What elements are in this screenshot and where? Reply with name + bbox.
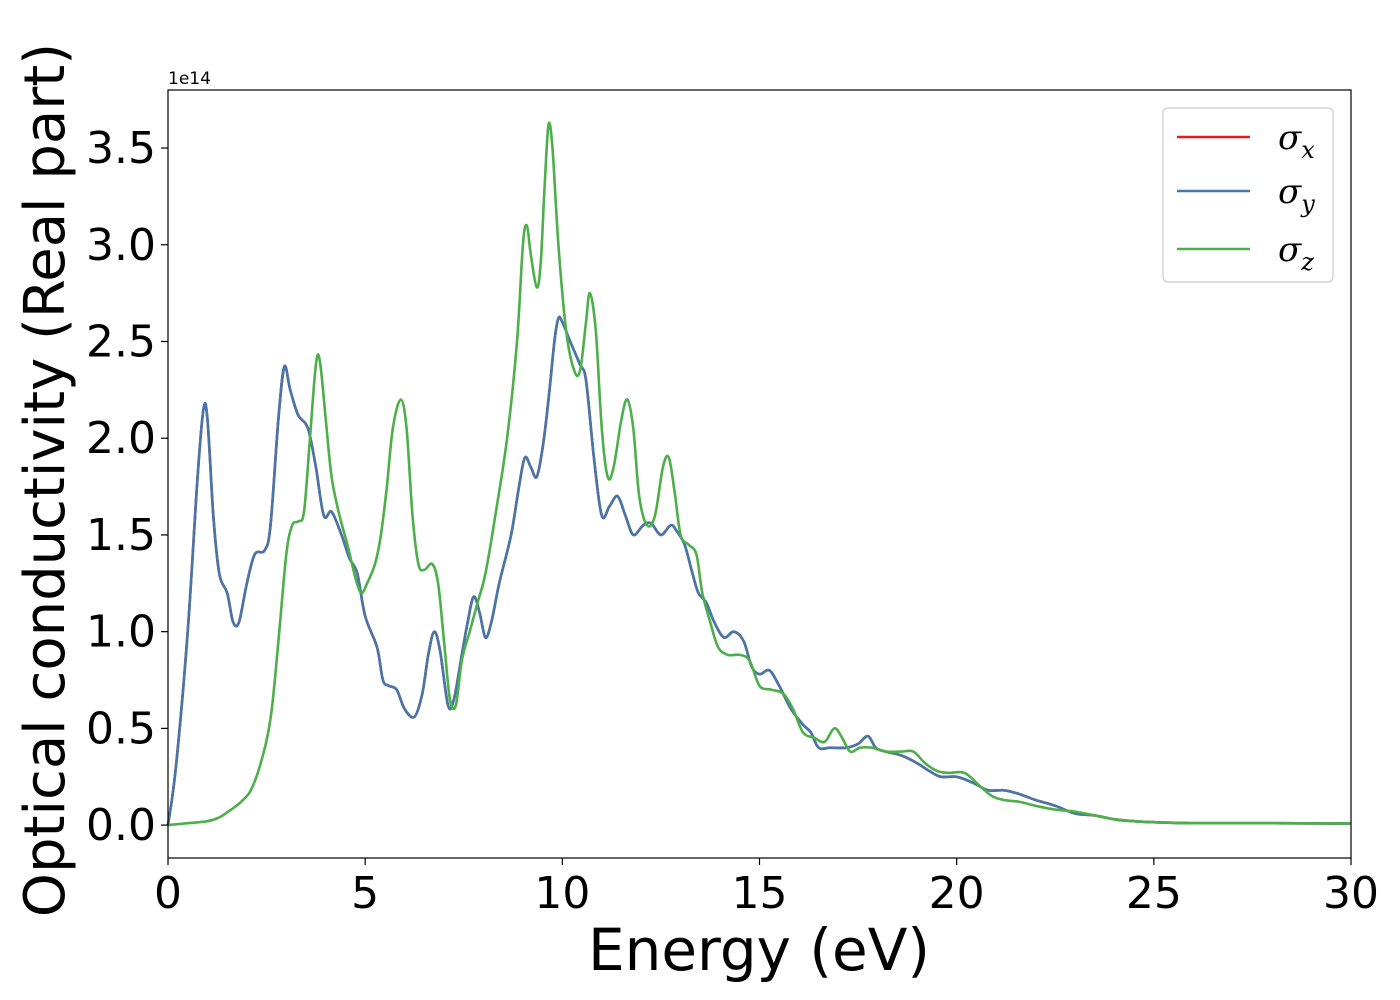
y-tick-label: 0.5 (86, 703, 156, 754)
y-tick-label: 2.0 (86, 413, 156, 464)
legend-subscript: z (1300, 248, 1314, 276)
y-tick-label: 3.5 (86, 123, 156, 174)
legend-label-z: σz (1278, 230, 1314, 276)
x-tick-label: 20 (929, 868, 985, 919)
legend-symbol: σ (1278, 118, 1302, 158)
x-axis: 0 5 10 15 20 25 30 (154, 858, 1379, 919)
x-axis-label: Energy (eV) (588, 916, 930, 984)
legend-label-x: σx (1278, 118, 1315, 164)
x-tick-label: 5 (351, 868, 379, 919)
series-line-z (167, 121, 1352, 827)
legend-label-y: σy (1278, 172, 1315, 218)
x-tick-label: 10 (534, 868, 590, 919)
y-tick-label: 1.5 (86, 510, 156, 561)
y-offset-label: 1e14 (168, 69, 211, 89)
y-tick-label: 2.5 (86, 316, 156, 367)
legend-subscript: y (1300, 190, 1315, 218)
y-axis-label: Optical conductivity (Real part) (13, 43, 78, 917)
y-tick-label: 1.0 (86, 607, 156, 658)
series-line-y (166, 315, 1352, 826)
legend-box (1162, 107, 1334, 283)
y-axis: 0.0 0.5 1.0 1.5 2.0 2.5 3.0 3.5 (86, 123, 168, 851)
x-tick-label: 15 (732, 868, 788, 919)
x-tick-label: 30 (1323, 868, 1379, 919)
x-tick-label: 0 (154, 868, 182, 919)
y-tick-label: 0.0 (86, 800, 156, 851)
legend-subscript: x (1301, 136, 1315, 164)
y-tick-label: 3.0 (86, 220, 156, 271)
plot-background (168, 90, 1351, 858)
legend-symbol: σ (1278, 230, 1302, 270)
x-tick-label: 25 (1126, 868, 1182, 919)
series-layer (166, 121, 1352, 827)
legend-symbol: σ (1278, 172, 1302, 212)
